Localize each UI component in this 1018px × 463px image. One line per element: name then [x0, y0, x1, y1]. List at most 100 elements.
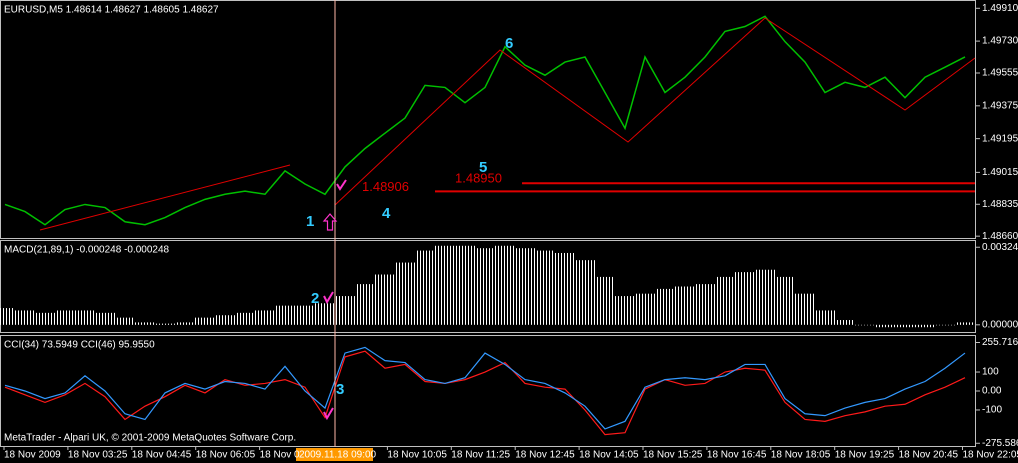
macd-bar	[375, 274, 395, 325]
x-tick-label: 18 Nov 14:05	[579, 450, 639, 461]
macd-bar	[635, 293, 655, 325]
x-tick-label: 18 Nov 03:25	[68, 450, 128, 461]
up-arrow	[322, 213, 338, 231]
macd-bar	[0, 308, 15, 325]
x-tick-label: 18 Nov 18:05	[771, 450, 831, 461]
macd-title: MACD(21,89,1) -0.000248 -0.000248	[4, 245, 170, 256]
macd-bar	[115, 317, 135, 325]
x-tick-label: 18 Nov 22:05	[963, 450, 1018, 461]
macd-bar	[515, 248, 535, 325]
macd-bar	[95, 312, 115, 325]
x-tick-label: 18 Nov 19:25	[835, 450, 895, 461]
cci-line	[4, 346, 966, 430]
macd-bar	[815, 310, 835, 325]
cci-title: CCI(34) 73.5949 CCI(46) 95.9550	[4, 340, 155, 351]
main-title: EURUSD,M5 1.48614 1.48627 1.48605 1.4862…	[4, 5, 219, 16]
x-tick-label: 18 Nov 2009	[4, 450, 61, 461]
macd-bar	[395, 262, 415, 325]
macd-bar	[235, 312, 255, 325]
macd-bar	[575, 260, 595, 325]
marker: 5	[479, 159, 487, 176]
price-line	[4, 15, 966, 226]
macd-bar	[275, 305, 295, 325]
y-tick-label: 1.48835	[982, 199, 1018, 210]
trend-line	[39, 164, 291, 231]
y-tick-label: -100	[982, 405, 1002, 416]
macd-bar	[895, 324, 915, 328]
y-tick-label: 1.49910	[982, 3, 1018, 14]
macd-bar	[475, 248, 495, 325]
macd-bar	[855, 324, 875, 326]
cursor-time: 2009.11.18 09:00	[299, 450, 377, 461]
price-level-label: 1.48906	[362, 179, 409, 194]
cci-panel	[0, 335, 976, 447]
macd-bar	[15, 310, 35, 325]
cci-line	[4, 350, 966, 436]
marker: 6	[505, 35, 513, 52]
macd-bar	[555, 252, 575, 325]
macd-bar	[955, 322, 975, 325]
macd-bar	[455, 245, 475, 325]
macd-bar	[775, 276, 795, 325]
macd-bar	[295, 305, 315, 325]
y-tick-label: 255.716	[982, 337, 1018, 348]
check-mark	[323, 291, 334, 305]
macd-bar	[695, 284, 715, 325]
macd-bar	[415, 250, 435, 325]
macd-bar	[315, 303, 335, 325]
y-tick-label: 1.48660	[982, 231, 1018, 242]
y-tick-label: 1.49375	[982, 100, 1018, 111]
macd-bar	[195, 317, 215, 325]
y-tick-label: 1.49015	[982, 167, 1018, 178]
y-tick-label: 0.00	[982, 386, 1002, 397]
macd-bar	[735, 272, 755, 325]
macd-bar	[435, 245, 455, 325]
macd-bar	[335, 296, 355, 325]
macd-bar	[935, 324, 955, 326]
y-tick-label: -275.586	[982, 438, 1018, 449]
macd-bar	[795, 293, 815, 325]
y-tick-label: 100	[982, 367, 999, 378]
macd-bar	[655, 288, 675, 325]
check-mark	[323, 407, 334, 421]
y-tick-label: 1.49555	[982, 68, 1018, 79]
macd-bar	[595, 276, 615, 325]
main-panel	[0, 0, 976, 239]
macd-bar	[915, 324, 935, 328]
y-tick-label: 1.49730	[982, 36, 1018, 47]
macd-bar	[715, 276, 735, 325]
plot-layer: 1.49910 1.49730 1.49555 1.49375 1.49195 1.490…	[0, 3, 1018, 449]
macd-bar	[155, 323, 175, 325]
x-tick-label: 18 Nov 06:05	[196, 450, 256, 461]
x-tick-label: 18 Nov 12:45	[515, 450, 575, 461]
macd-bar	[55, 310, 75, 325]
marker: 1	[306, 213, 314, 230]
macd-bar	[355, 284, 375, 325]
marker: 4	[382, 205, 391, 222]
marker: 3	[336, 381, 344, 398]
cursor-time-box	[296, 448, 373, 461]
zigzag	[334, 17, 976, 206]
macd-bar	[175, 322, 195, 325]
check-mark	[336, 179, 347, 191]
copyright: MetaTrader - Alpari UK, © 2001-2009 Meta…	[4, 433, 296, 444]
y-tick-label: 1.49195	[982, 133, 1018, 144]
x-tick-label: 18 Nov 0	[260, 450, 300, 461]
macd-bar	[535, 250, 555, 325]
x-tick-label: 18 Nov 10:05	[387, 450, 447, 461]
x-tick-label: 18 Nov 20:45	[899, 450, 959, 461]
x-tick-label: 18 Nov 16:45	[707, 450, 767, 461]
y-tick-label: 0.00000	[982, 319, 1018, 330]
x-tick-label: 18 Nov 11:25	[451, 450, 510, 461]
macd-bar	[495, 245, 515, 325]
macd-bar	[75, 310, 95, 325]
macd-bar	[35, 312, 55, 325]
marker: 2	[311, 290, 319, 307]
macd-bar	[255, 310, 275, 325]
macd-bar	[615, 296, 635, 325]
macd-panel	[0, 240, 976, 333]
x-tick-label: 18 Nov 04:45	[132, 450, 192, 461]
macd-bar	[215, 315, 235, 325]
